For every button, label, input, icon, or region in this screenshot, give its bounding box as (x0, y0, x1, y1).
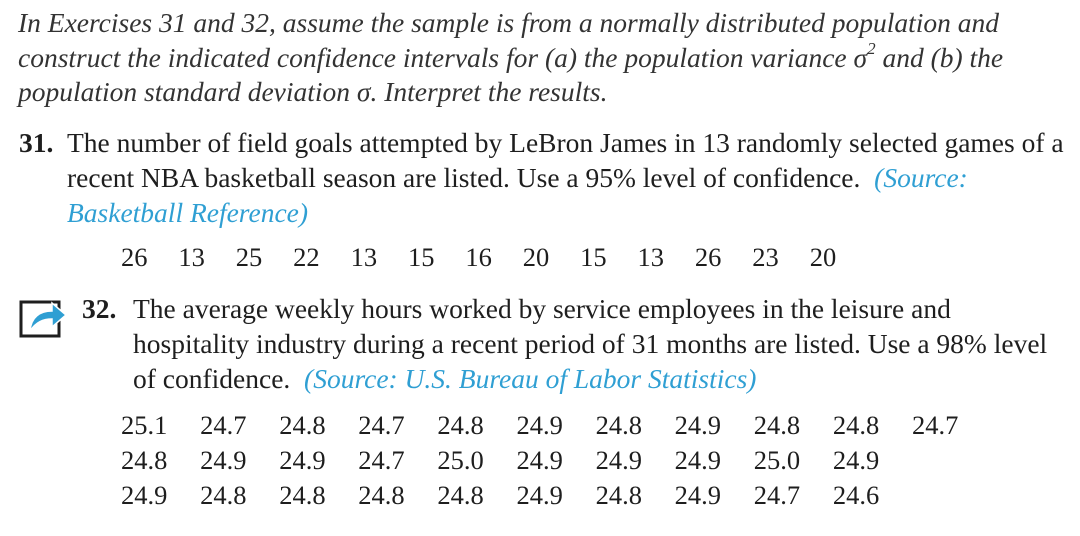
exercise-32: 32. The average weekly hours worked by s… (18, 291, 1068, 396)
exercise-32-data: 25.1 24.7 24.8 24.7 24.8 24.9 24.8 24.9 24.8 24.8… (121, 408, 991, 513)
exercise-32-text: The average weekly hours worked by servi… (133, 291, 1068, 396)
instructions-text-a: In Exercises 31 and 32, assume the sampl… (18, 7, 1000, 73)
data-value: 24.8 (358, 480, 405, 510)
data-value: 24.8 (279, 410, 326, 440)
exercise-31: 31. The number of field goals attempted … (19, 125, 1069, 230)
data-value: 24.8 (121, 445, 168, 475)
data-value: 24.9 (832, 445, 880, 475)
data-value: 24.9 (279, 445, 326, 475)
data-value: 20 (809, 242, 837, 272)
data-value: 24.7 (911, 410, 959, 440)
data-value: 25.0 (437, 445, 484, 475)
exercise-32-source: (Source: U.S. Bureau of Labor Statistics… (304, 363, 757, 394)
data-value: 24.9 (516, 445, 563, 475)
data-value: 24.9 (516, 480, 563, 510)
data-value: 24.8 (437, 410, 484, 440)
data-value: 24.7 (753, 480, 801, 510)
data-value: 15 (407, 242, 435, 272)
data-value: 15 (580, 242, 607, 272)
data-value: 24.6 (832, 480, 880, 510)
data-value: 25.0 (753, 445, 801, 475)
data-value: 24.9 (674, 445, 722, 475)
data-value: 13 (637, 242, 665, 272)
data-value: 24.9 (674, 410, 722, 440)
data-value: 24.8 (437, 480, 484, 510)
data-value: 22 (293, 242, 320, 272)
data-value: 13 (350, 242, 378, 272)
data-value: 16 (465, 242, 492, 272)
data-value: 26 (694, 242, 722, 272)
data-row: 24.8 24.9 24.9 24.7 25.0 24.9 24.9 24.9 25.0 24.9 (121, 443, 991, 478)
data-value: 24.8 (595, 410, 642, 440)
instructions-paragraph: In Exercises 31 and 32, assume the sampl… (18, 6, 1068, 110)
data-row: 25.1 24.7 24.8 24.7 24.8 24.9 24.8 24.9 24.8 24.8… (121, 408, 991, 443)
data-row: 24.9 24.8 24.8 24.8 24.8 24.9 24.8 24.9 24.7 24.6 (121, 478, 991, 513)
share-arrow-icon[interactable] (18, 295, 68, 339)
exercise-31-source: (Source: Basketball Reference) (67, 162, 968, 228)
data-value: 24.7 (358, 410, 405, 440)
data-value: 24.9 (516, 410, 563, 440)
data-value: 24.7 (358, 445, 405, 475)
data-value: 24.9 (121, 480, 168, 510)
data-value: 25 (235, 242, 263, 272)
superscript-two: 2 (867, 39, 876, 59)
exercise-32-body: The average weekly hours worked by servi… (133, 293, 1048, 394)
exercise-31-number: 31. (19, 127, 54, 158)
exercise-31-data: 26 13 25 22 13 15 16 20 15 13 26 23 20 (121, 242, 867, 273)
exercise-31-body: The number of field goals attempted by L… (67, 127, 1064, 193)
data-value: 23 (752, 242, 779, 272)
data-value: 24.8 (200, 480, 247, 510)
data-value: 26 (121, 242, 148, 272)
exercise-31-text: The number of field goals attempted by L… (67, 125, 1069, 230)
data-value: 13 (178, 242, 205, 272)
data-value: 25.1 (121, 410, 168, 440)
instructions-text-b: and (b) the population standard deviatio… (18, 41, 1004, 108)
data-value: 20 (522, 242, 550, 272)
data-value: 24.9 (595, 445, 642, 475)
data-value: 24.8 (832, 410, 880, 440)
data-value: 24.9 (674, 480, 722, 510)
data-value: 24.9 (200, 445, 247, 475)
exercise-32-number: 32. (82, 293, 117, 324)
data-value: 24.8 (753, 410, 801, 440)
data-value: 24.7 (200, 410, 247, 440)
data-value: 24.8 (595, 480, 642, 510)
data-value: 24.8 (279, 480, 326, 510)
